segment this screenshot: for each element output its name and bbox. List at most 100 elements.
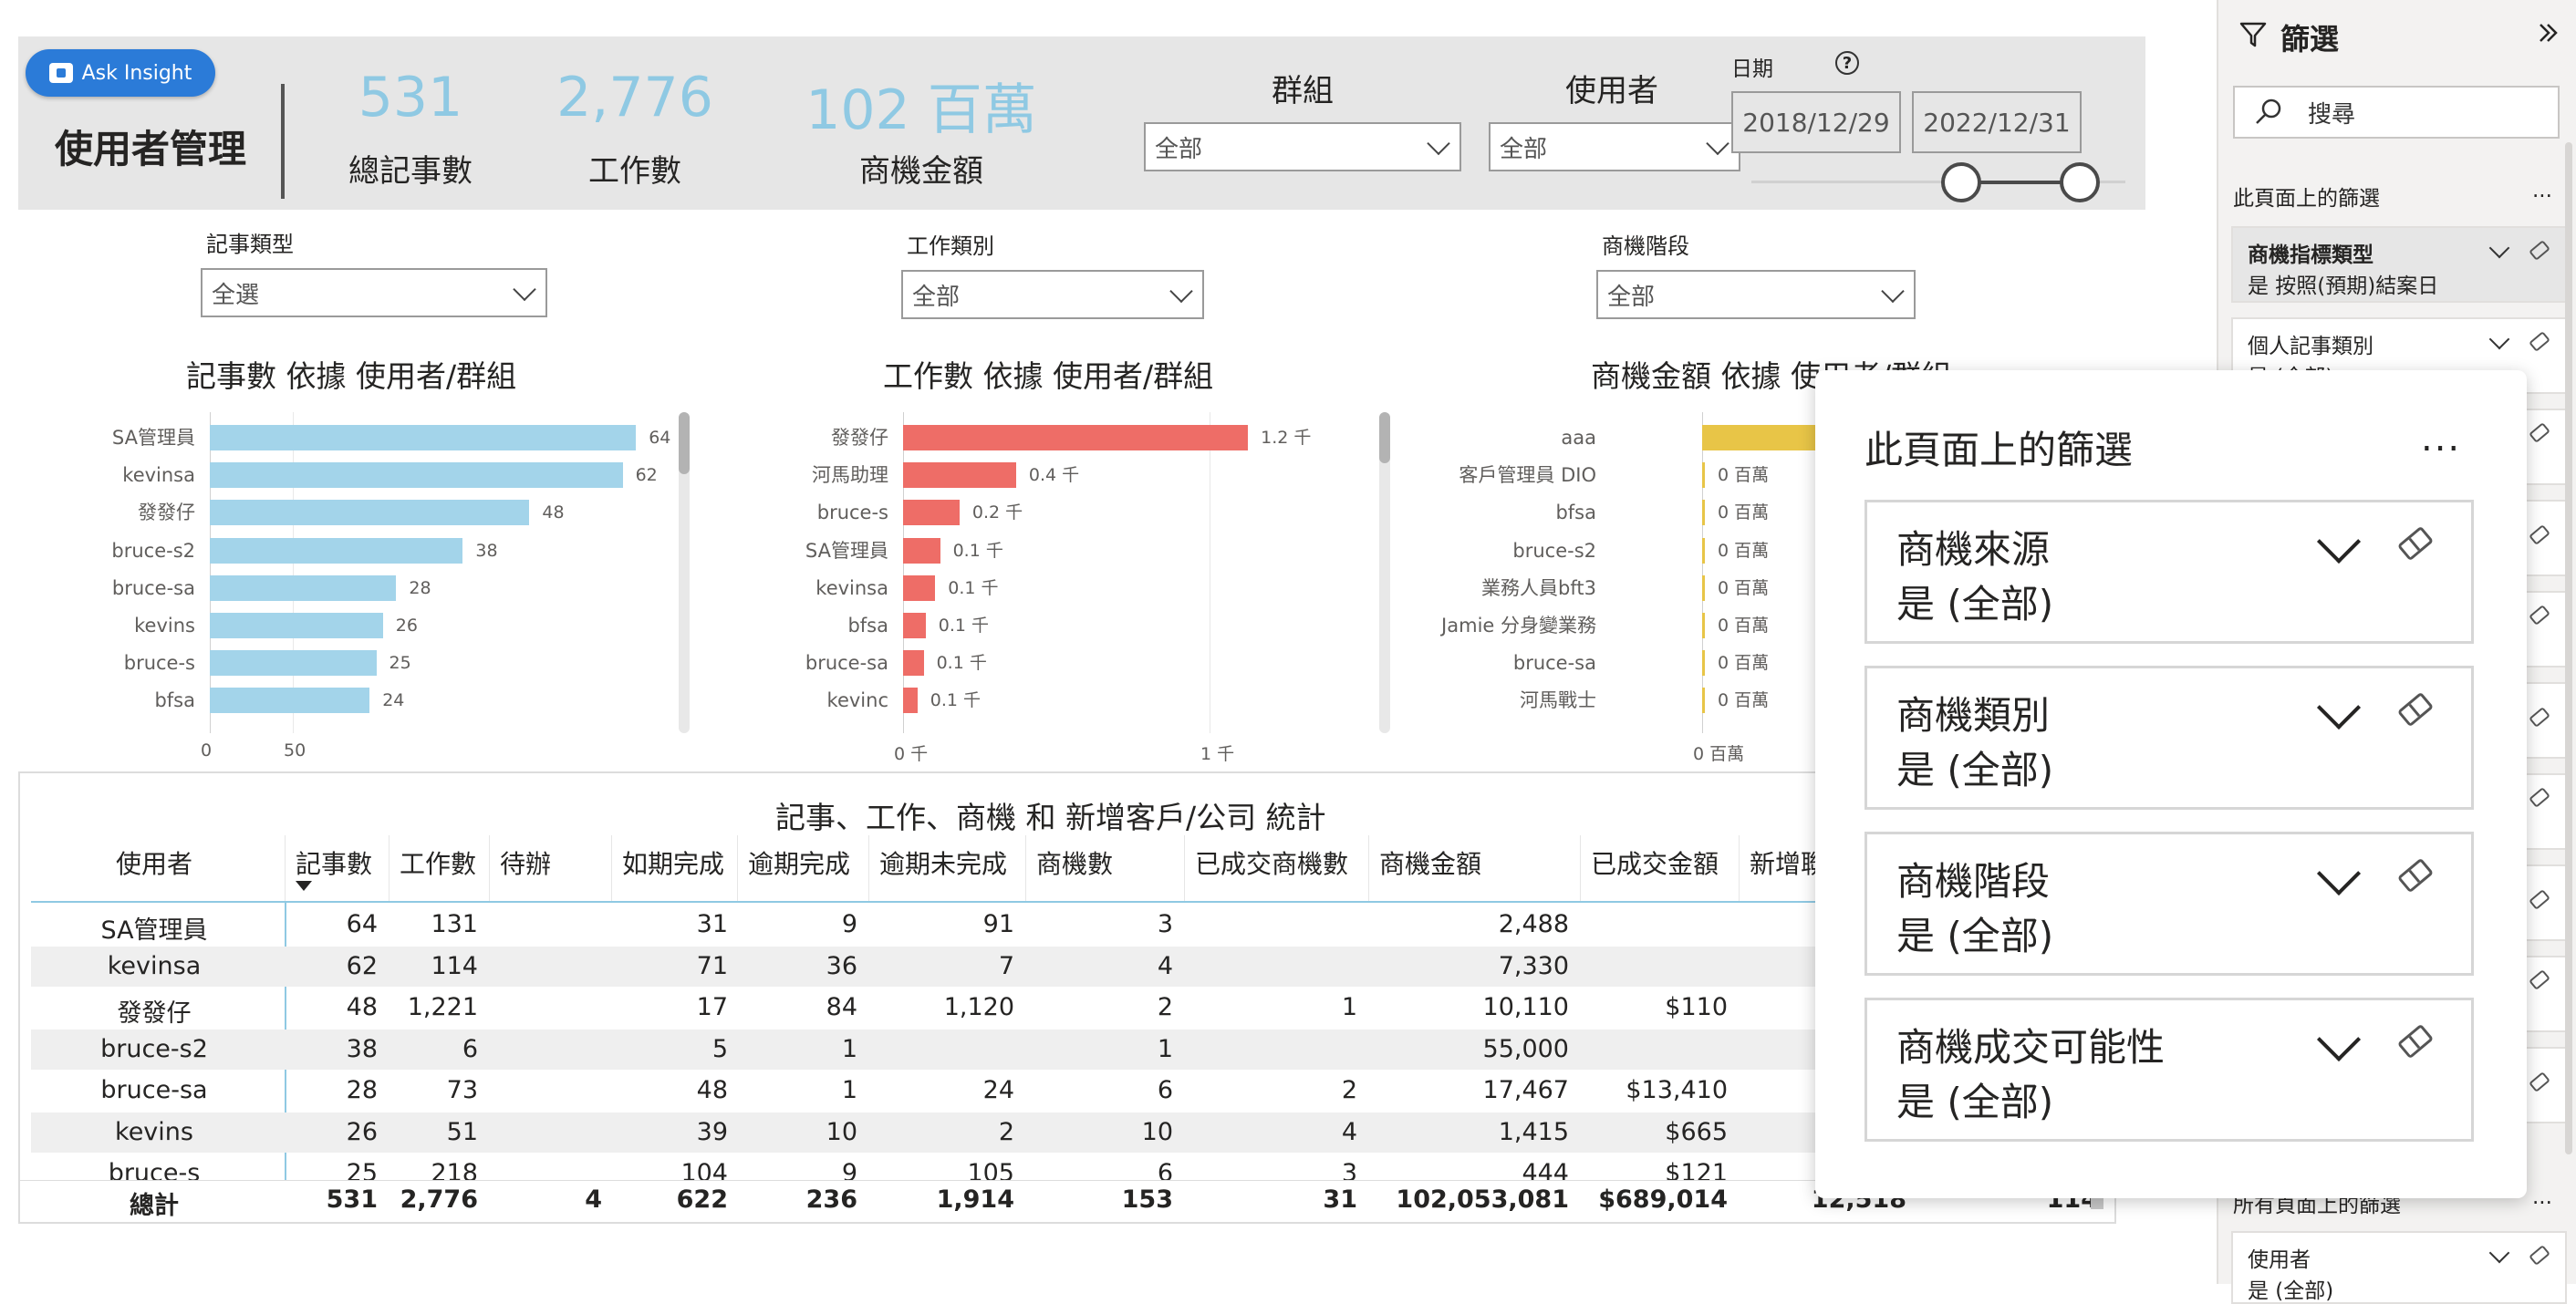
eraser-icon[interactable] (2396, 525, 2435, 562)
popup-filter-card[interactable]: 商機成交可能性是 (全部) (1864, 998, 2474, 1142)
eraser-icon[interactable] (2529, 605, 2550, 626)
table-total-cell: 2,776 (400, 1185, 478, 1214)
chart-axis-line (903, 412, 904, 733)
bar-value-label: 0.1 千 (930, 690, 982, 711)
table-column-header[interactable]: 已成交商機數 (1195, 849, 1349, 879)
bar[interactable] (903, 537, 940, 564)
pane-scrollbar[interactable] (2565, 142, 2572, 1154)
table-column-header[interactable]: 商機數 (1036, 849, 1114, 879)
chevron-down-icon[interactable] (2316, 851, 2362, 896)
table-column-header[interactable]: 工作數 (400, 849, 477, 879)
bar[interactable] (903, 425, 1249, 450)
eraser-icon[interactable] (2529, 787, 2550, 808)
popup-filter-card[interactable]: 商機來源是 (全部) (1864, 500, 2474, 644)
bar[interactable] (210, 500, 530, 526)
bar[interactable] (1702, 574, 1705, 601)
bar[interactable] (210, 462, 623, 489)
eraser-icon[interactable] (2529, 707, 2550, 728)
chevron-down-icon[interactable] (2316, 685, 2362, 730)
table-column-header[interactable]: 逾期完成 (748, 849, 851, 879)
scrollbar-thumb[interactable] (679, 412, 690, 474)
bar[interactable] (903, 574, 936, 601)
eraser-icon[interactable] (2529, 1245, 2550, 1266)
bar[interactable] (1702, 537, 1705, 564)
bar[interactable] (903, 500, 960, 526)
bar[interactable] (903, 462, 1016, 489)
bar[interactable] (1702, 613, 1705, 638)
table-column-header[interactable]: 待辦 (500, 849, 552, 879)
bar[interactable] (210, 688, 370, 714)
bar[interactable] (210, 537, 463, 564)
bar-value-label: 0.1 千 (936, 653, 987, 674)
eraser-icon[interactable] (2396, 857, 2435, 894)
popup-filter-card[interactable]: 商機類別是 (全部) (1864, 666, 2474, 810)
date-slider-track[interactable] (1751, 181, 2125, 183)
date-slider-end-handle[interactable] (2060, 162, 2100, 202)
eraser-icon[interactable] (2529, 969, 2550, 990)
bar[interactable] (1702, 688, 1705, 714)
chart-notes-scrollbar[interactable] (679, 412, 690, 733)
eraser-icon[interactable] (2529, 240, 2550, 261)
table-cell: 6 (462, 1034, 478, 1063)
work-type-dropdown[interactable]: 全部 (901, 270, 1204, 319)
chevron-down-icon[interactable] (2488, 1242, 2510, 1264)
bar[interactable] (1702, 500, 1705, 526)
bar[interactable] (903, 650, 924, 677)
scrollbar-thumb[interactable] (1379, 412, 1390, 463)
pane-all-more-button[interactable]: ... (2532, 1185, 2552, 1209)
table-column-header[interactable]: 逾期未完成 (879, 849, 1008, 879)
table-cell: 1,415 (1498, 1117, 1569, 1146)
bar-value-label: 0.4 千 (1028, 465, 1080, 486)
bar[interactable] (903, 688, 918, 714)
table-column-header[interactable]: 記事數 (296, 849, 373, 879)
chart-works-scrollbar[interactable] (1379, 412, 1390, 733)
bar-value-label: 28 (409, 577, 431, 598)
eraser-icon[interactable] (2529, 524, 2550, 545)
eraser-icon[interactable] (2529, 889, 2550, 910)
date-end-input[interactable]: 2022/12/31 (1912, 91, 2082, 153)
table-column-header[interactable]: 使用者 (115, 849, 192, 879)
bar-value-label: 0.2 千 (971, 502, 1023, 523)
eraser-icon[interactable] (2529, 422, 2550, 443)
ask-insight-button[interactable]: Ask Insight (26, 49, 215, 97)
eraser-icon[interactable] (2396, 1023, 2435, 1060)
eraser-icon[interactable] (2529, 1071, 2550, 1092)
eraser-icon[interactable] (2529, 331, 2550, 352)
bar[interactable] (903, 613, 926, 638)
note-type-dropdown[interactable]: 全選 (201, 268, 547, 317)
pane-filter-card-metric-type[interactable]: 商機指標類型 是 按照(預期)結案日 (2231, 226, 2567, 303)
bar[interactable] (210, 613, 383, 638)
chevron-down-icon[interactable] (2316, 1017, 2362, 1062)
chevron-down-icon[interactable] (2316, 519, 2362, 564)
user-dropdown[interactable]: 全部 (1489, 122, 1740, 171)
pane-card-title: 使用者 (2248, 1248, 2311, 1272)
bar[interactable] (210, 574, 397, 601)
filter-search-input[interactable]: 搜尋 (2233, 86, 2560, 139)
chevron-down-icon[interactable] (2488, 237, 2510, 259)
pane-filter-card-user[interactable]: 使用者 是 (全部) (2231, 1231, 2567, 1304)
table-column-header[interactable]: 如期完成 (622, 849, 725, 879)
date-slider-start-handle[interactable] (1941, 162, 1981, 202)
help-icon[interactable]: ? (1835, 51, 1859, 75)
date-start-input[interactable]: 2018/12/29 (1731, 91, 1901, 153)
table-column-header[interactable]: 已成交金額 (1591, 849, 1719, 879)
opp-stage-dropdown[interactable]: 全部 (1596, 270, 1916, 319)
bar[interactable] (210, 425, 637, 450)
table-column-header[interactable]: 商機金額 (1379, 849, 1482, 879)
bar-value-label: 0 百萬 (1718, 540, 1770, 561)
popup-filter-card[interactable]: 商機階段是 (全部) (1864, 832, 2474, 976)
table-cell: 84 (826, 993, 857, 1021)
bar[interactable] (1702, 462, 1705, 489)
pane-more-button[interactable]: ... (2532, 179, 2552, 202)
table-column-header[interactable]: 新增聯 (1750, 849, 1827, 879)
group-dropdown[interactable]: 全部 (1144, 122, 1461, 171)
chevron-down-icon[interactable] (2488, 328, 2510, 350)
popup-more-button[interactable]: ... (2421, 418, 2462, 460)
bar[interactable] (1702, 650, 1705, 677)
bar-value-label: 0.1 千 (938, 616, 990, 636)
eraser-icon[interactable] (2396, 691, 2435, 728)
bar[interactable] (210, 650, 377, 677)
bar-value-label: 24 (382, 690, 405, 711)
collapse-pane-icon[interactable] (2536, 20, 2561, 46)
sort-desc-icon[interactable] (296, 881, 312, 891)
